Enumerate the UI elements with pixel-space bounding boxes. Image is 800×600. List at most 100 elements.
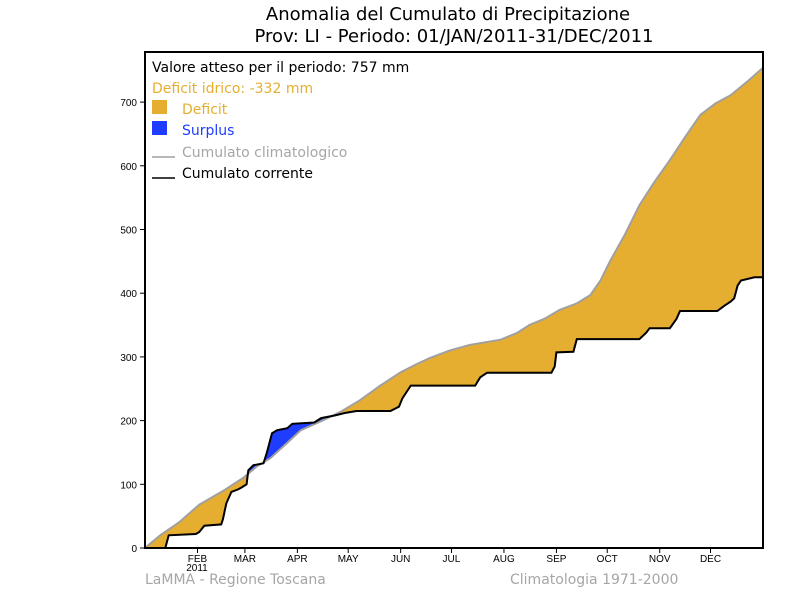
deficit-fill-slice xyxy=(567,306,569,353)
deficit-fill-slice xyxy=(348,407,350,413)
deficit-fill-slice xyxy=(730,95,732,302)
deficit-fill-slice xyxy=(388,380,390,412)
deficit-fill-slice xyxy=(220,492,222,525)
deficit-fill-slice xyxy=(538,321,540,373)
deficit-fill-slice xyxy=(614,253,616,340)
deficit-fill-slice xyxy=(416,364,418,386)
deficit-fill-slice xyxy=(553,313,555,369)
deficit-fill-slice xyxy=(155,539,157,548)
deficit-fill-slice xyxy=(481,342,483,377)
deficit-fill-slice xyxy=(427,359,429,386)
deficit-fill-slice xyxy=(448,351,450,386)
deficit-fill-slice xyxy=(589,295,591,340)
surplus-fill-slice xyxy=(272,433,274,457)
deficit-fill-slice xyxy=(732,93,734,300)
deficit-fill-slice xyxy=(197,506,199,534)
deficit-fill-slice xyxy=(672,156,674,325)
deficit-fill-slice xyxy=(582,299,584,340)
deficit-fill-slice xyxy=(501,339,503,373)
x-tick-label-jun: JUN xyxy=(391,554,410,565)
deficit-fill-slice xyxy=(569,306,571,352)
deficit-fill-slice xyxy=(620,242,622,340)
deficit-fill-slice xyxy=(400,372,402,403)
deficit-fill-slice xyxy=(410,367,412,387)
deficit-fill-slice xyxy=(558,310,560,353)
deficit-fill-slice xyxy=(158,536,160,548)
deficit-fill-slice xyxy=(658,176,660,329)
deficit-fill-slice xyxy=(516,333,518,373)
deficit-fill-slice xyxy=(690,129,692,312)
surplus-fill-slice xyxy=(251,467,253,471)
deficit-fill-slice xyxy=(218,493,220,525)
deficit-fill-slice xyxy=(528,325,530,373)
deficit-fill-slice xyxy=(157,537,159,548)
deficit-fill-slice xyxy=(409,367,411,388)
deficit-fill-slice xyxy=(513,334,515,373)
x-tick-label-mar: MAR xyxy=(234,554,256,565)
deficit-fill-slice xyxy=(470,344,472,386)
deficit-fill-slice xyxy=(245,475,247,485)
deficit-fill-slice xyxy=(171,527,173,536)
deficit-fill-slice xyxy=(211,497,213,526)
deficit-fill-slice xyxy=(198,505,200,533)
deficit-fill-slice xyxy=(520,330,522,373)
deficit-fill-slice xyxy=(175,524,177,535)
deficit-fill-slice xyxy=(753,76,755,278)
surplus-fill-slice xyxy=(311,422,313,426)
deficit-fill-slice xyxy=(514,333,516,373)
deficit-fill-slice xyxy=(754,75,756,278)
deficit-fill-slice xyxy=(680,144,682,312)
surplus-fill-slice xyxy=(286,428,288,444)
deficit-fill-slice xyxy=(242,478,244,487)
deficit-fill-slice xyxy=(713,104,715,312)
deficit-fill-slice xyxy=(749,79,751,279)
deficit-fill-slice xyxy=(243,477,245,487)
deficit-fill-slice xyxy=(619,244,621,340)
deficit-fill-slice xyxy=(213,496,215,526)
x-year-label: 2011 xyxy=(186,563,208,574)
deficit-fill-slice xyxy=(588,296,590,340)
legend-expected-value: Valore atteso per il periodo: 757 mm xyxy=(152,60,409,76)
deficit-fill-slice xyxy=(239,480,241,489)
deficit-fill-slice xyxy=(686,135,688,312)
deficit-fill-slice xyxy=(186,515,188,535)
deficit-fill-slice xyxy=(231,485,233,492)
deficit-fill-slice xyxy=(735,91,737,294)
deficit-fill-slice xyxy=(435,355,437,386)
deficit-fill-slice xyxy=(664,167,666,329)
deficit-fill-slice xyxy=(741,86,743,281)
surplus-fill-slice xyxy=(282,429,284,448)
deficit-fill-slice xyxy=(748,80,750,279)
deficit-fill-slice xyxy=(575,303,577,344)
deficit-fill-slice xyxy=(602,276,604,340)
deficit-fill-slice xyxy=(404,370,406,396)
deficit-fill-slice xyxy=(738,88,740,285)
deficit-fill-slice xyxy=(234,483,236,491)
deficit-fill-slice xyxy=(431,357,433,386)
surplus-fill-slice xyxy=(276,430,278,453)
deficit-fill-slice xyxy=(676,150,678,319)
deficit-fill-slice xyxy=(236,482,238,491)
deficit-fill-slice xyxy=(733,92,735,299)
deficit-fill-slice xyxy=(685,136,687,312)
footer-left: LaMMA - Regione Toscana xyxy=(145,572,326,588)
surplus-fill-slice xyxy=(293,423,295,437)
deficit-fill-slice xyxy=(453,349,455,386)
deficit-fill-slice xyxy=(442,353,444,386)
deficit-fill-slice xyxy=(219,492,221,525)
deficit-fill-slice xyxy=(667,163,669,329)
deficit-fill-slice xyxy=(379,386,381,412)
deficit-fill-slice xyxy=(648,191,650,330)
deficit-fill-slice xyxy=(719,101,721,310)
deficit-fill-slice xyxy=(591,293,593,340)
deficit-fill-slice xyxy=(450,350,452,386)
deficit-fill-slice xyxy=(474,344,476,386)
deficit-fill-slice xyxy=(578,302,580,340)
deficit-fill-slice xyxy=(353,404,355,412)
deficit-fill-slice xyxy=(384,382,386,412)
deficit-fill-slice xyxy=(499,339,501,373)
deficit-fill-slice xyxy=(626,231,628,340)
deficit-fill-slice xyxy=(534,322,536,373)
deficit-fill-slice xyxy=(596,286,598,340)
deficit-fill-slice xyxy=(656,179,658,329)
